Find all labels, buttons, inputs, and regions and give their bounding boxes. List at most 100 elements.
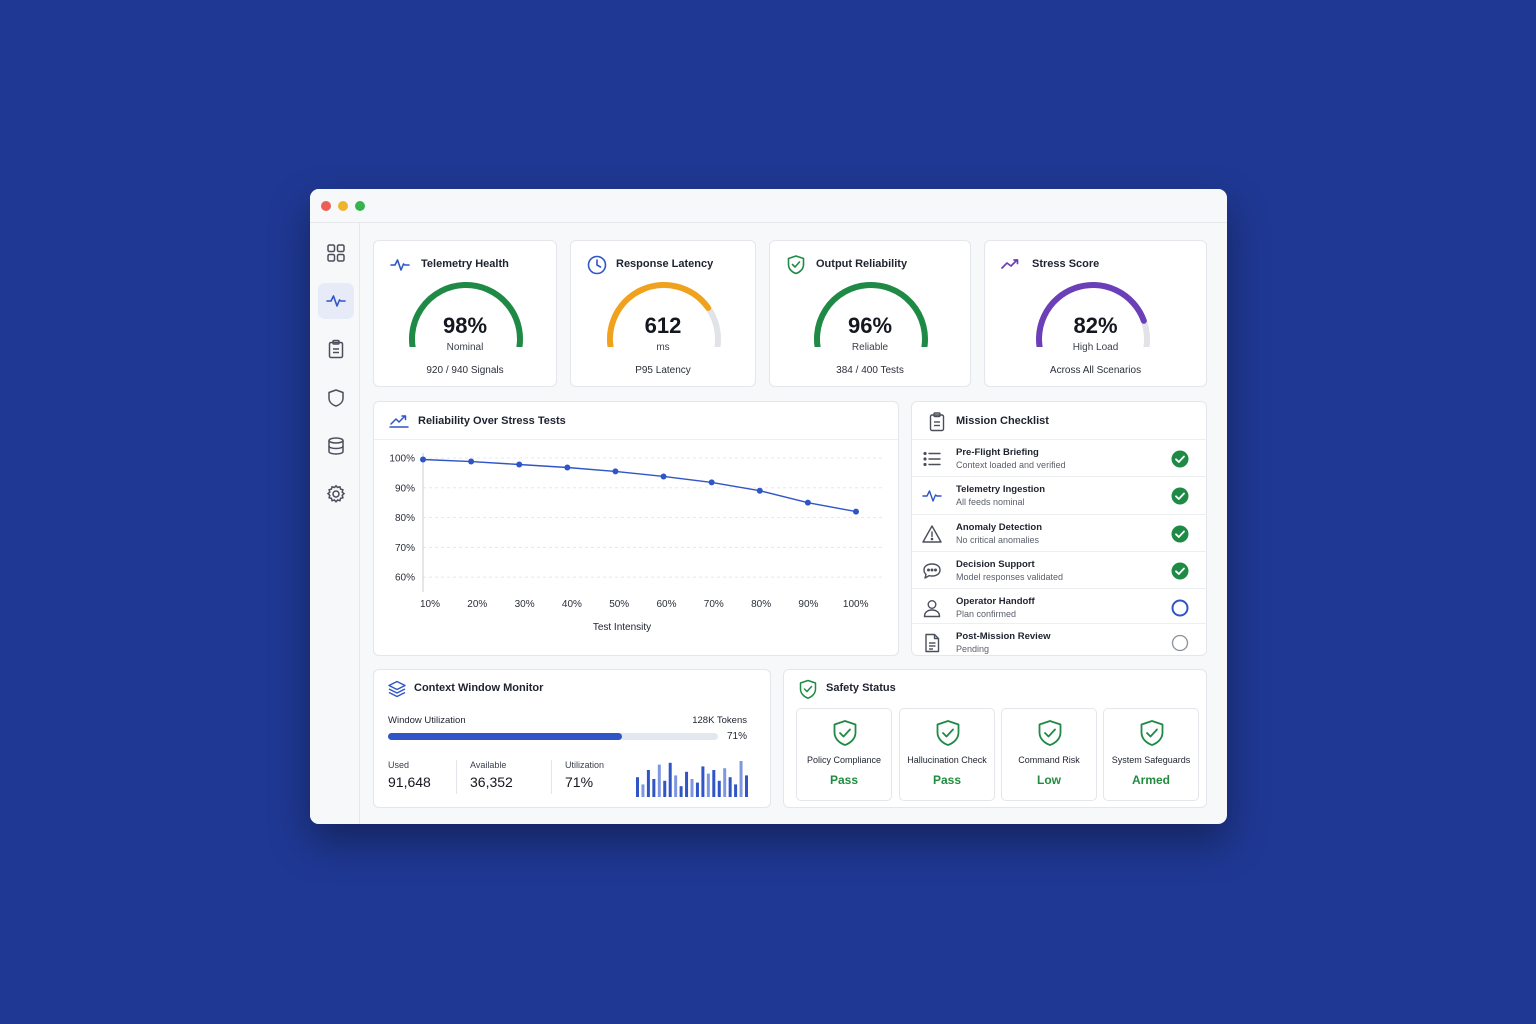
metric-footnote: 920 / 940 Signals xyxy=(426,365,504,376)
metric-footnote: Across All Scenarios xyxy=(1049,365,1142,376)
sidebar-item-telemetry[interactable] xyxy=(318,283,354,319)
x-tick-label: 70% xyxy=(704,599,724,610)
layers-icon xyxy=(388,680,406,698)
clock-icon xyxy=(587,255,607,275)
gauge-fill xyxy=(607,282,712,347)
database-icon xyxy=(328,437,344,455)
document-icon xyxy=(922,633,942,653)
data-point[interactable] xyxy=(853,508,859,515)
stat-value-utilization: 71% xyxy=(565,774,594,790)
checklist-item[interactable]: Pre-Flight Briefing Context loaded and ve… xyxy=(912,439,1207,476)
stat-label-utilization: Utilization xyxy=(565,760,605,770)
safety-check-label: System Safeguards xyxy=(1111,755,1191,765)
usage-bar xyxy=(745,775,748,797)
data-point[interactable] xyxy=(564,464,571,471)
checklist-item[interactable]: Operator Handoff Plan confirmed xyxy=(912,588,1207,625)
checklist-item-label: Telemetry Ingestion xyxy=(956,484,1046,495)
metric-title: Output Reliability xyxy=(816,258,908,270)
data-point[interactable] xyxy=(468,458,475,465)
sidebar-item-security[interactable] xyxy=(318,380,354,416)
usage-bar xyxy=(679,786,683,797)
x-tick-label: 80% xyxy=(751,599,771,610)
zoom-window-button[interactable] xyxy=(355,201,365,211)
complete-check-icon xyxy=(1171,450,1189,468)
y-tick-label: 80% xyxy=(395,513,415,524)
gauge-fill xyxy=(1036,282,1147,347)
usage-bar xyxy=(690,779,694,797)
sidebar-item-checklist[interactable] xyxy=(318,331,354,367)
data-point[interactable] xyxy=(756,487,763,494)
metric-card-stress-score: Stress Score 82% High Load Across All Sc… xyxy=(984,240,1207,387)
context-window-card: Context Window Monitor Window Utilizatio… xyxy=(373,669,771,808)
close-window-button[interactable] xyxy=(321,201,331,211)
checklist-item[interactable]: Decision Support Model responses validate… xyxy=(912,551,1207,588)
gauge-fill xyxy=(814,282,928,347)
metric-value: 82% xyxy=(1073,313,1118,338)
divider xyxy=(456,760,457,794)
safety-check-value: Pass xyxy=(829,773,859,787)
usage-sparkbars xyxy=(636,761,748,797)
warning-icon xyxy=(922,524,942,544)
sidebar-item-data[interactable] xyxy=(318,428,354,464)
user-icon xyxy=(922,598,942,618)
pulse-icon xyxy=(922,486,942,506)
usage-bar xyxy=(739,761,743,797)
metric-title: Response Latency xyxy=(616,258,714,270)
checklist-item[interactable]: Anomaly Detection No critical anomalies xyxy=(912,514,1207,551)
complete-check-icon xyxy=(1171,562,1189,580)
checklist-item[interactable]: Post-Mission Review Pending xyxy=(912,623,1207,660)
usage-bar xyxy=(657,764,661,797)
divider xyxy=(551,760,552,794)
checklist-item-label: Operator Handoff xyxy=(956,596,1035,607)
utilization-percent: 71% xyxy=(726,731,747,742)
usage-bar xyxy=(636,777,639,797)
checklist-item[interactable]: Telemetry Ingestion All feeds nominal xyxy=(912,476,1207,513)
safety-tile: Command Risk Low xyxy=(1001,708,1097,801)
metric-footnote: 384 / 400 Tests xyxy=(836,365,904,376)
safety-check-label: Hallucination Check xyxy=(907,755,987,765)
data-point[interactable] xyxy=(612,468,619,475)
x-tick-label: 40% xyxy=(562,599,582,610)
usage-bar xyxy=(668,762,672,797)
complete-check-icon xyxy=(1171,487,1189,505)
y-tick-label: 100% xyxy=(389,453,415,464)
y-tick-label: 70% xyxy=(395,543,415,554)
context-title: Context Window Monitor xyxy=(414,682,544,694)
pending-ring-icon xyxy=(1171,634,1189,652)
utilization-bar xyxy=(388,733,718,740)
data-point[interactable] xyxy=(660,473,667,480)
shield-icon xyxy=(328,389,344,407)
complete-check-icon xyxy=(1171,525,1189,543)
x-tick-label: 50% xyxy=(609,599,629,610)
usage-bar xyxy=(706,773,710,797)
metric-title: Stress Score xyxy=(1032,258,1100,270)
checklist-item-status-text: Plan confirmed xyxy=(956,609,1017,619)
data-point[interactable] xyxy=(708,479,715,486)
metric-value: 98% xyxy=(442,313,488,338)
data-point[interactable] xyxy=(516,461,523,468)
safety-check-value: Armed xyxy=(1131,773,1170,787)
safety-tile: System Safeguards Armed xyxy=(1103,708,1199,801)
grid-icon xyxy=(327,244,345,262)
checklist-item-status-text: Pending xyxy=(956,644,990,654)
metric-status: Nominal xyxy=(446,342,484,353)
metric-footnote: P95 Latency xyxy=(635,365,691,376)
shield-check-icon xyxy=(799,679,817,699)
data-point[interactable] xyxy=(804,499,811,506)
metric-card-response-latency: Response Latency 612 ms P95 Latency xyxy=(570,240,756,387)
sidebar-item-dashboard[interactable] xyxy=(318,235,354,271)
gauge xyxy=(814,282,928,347)
safety-title: Safety Status xyxy=(826,682,896,694)
clipboard-icon xyxy=(929,412,945,432)
metric-value: 612 xyxy=(644,313,682,338)
safety-check-label: Command Risk xyxy=(1018,755,1080,765)
safety-tile: Hallucination Check Pass xyxy=(899,708,995,801)
minimize-window-button[interactable] xyxy=(338,201,348,211)
safety-status-card: Safety Status Policy Compliance Pass Hallu… xyxy=(783,669,1207,808)
in-progress-ring-icon xyxy=(1171,599,1189,617)
metric-card-output-reliability: Output Reliability 96% Reliable 384 / 40… xyxy=(769,240,971,387)
sidebar-item-settings[interactable] xyxy=(318,476,354,512)
x-tick-label: 60% xyxy=(656,599,676,610)
pulse-icon xyxy=(326,295,346,307)
data-point[interactable] xyxy=(420,456,426,463)
